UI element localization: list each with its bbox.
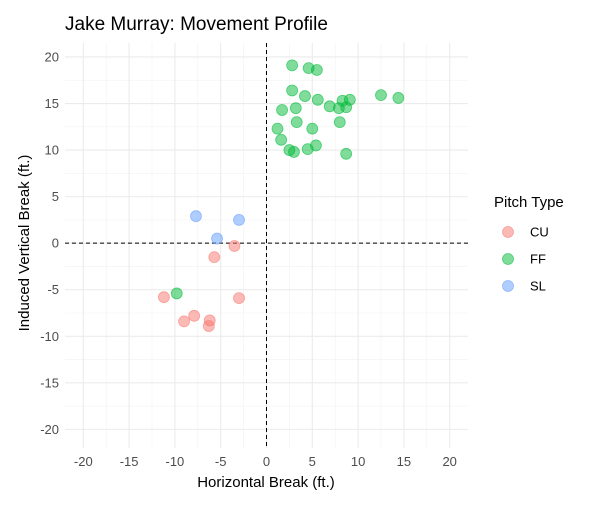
x-tick-label: -20 [74,454,93,469]
x-tick-labels: -20 -15 -10 -5 0 5 10 15 20 [74,454,457,469]
point-ff [290,116,303,129]
y-tick-label: 15 [45,96,59,111]
x-tick-label: 5 [309,454,316,469]
point-sl [233,213,245,226]
point-ff [286,59,299,72]
y-tick-label: 20 [45,49,59,64]
reference-lines [65,43,468,448]
legend-label-ff: FF [530,252,546,267]
x-tick-label: -5 [215,454,227,469]
point-ff [340,101,353,114]
point-ff [311,93,324,106]
legend: Pitch Type CU FF SL [494,194,564,294]
legend-swatch-cu [502,226,514,238]
y-axis-label: Induced Vertical Break (ft.) [16,155,33,332]
point-ff [310,64,323,76]
point-ff [275,133,288,146]
x-tick-label: 15 [397,454,411,469]
x-tick-label: 20 [442,454,456,469]
point-cu [202,320,215,332]
point-sl [211,232,223,245]
legend-items: CU FF SL [502,225,549,294]
point-cu [233,292,245,305]
point-ff [392,92,405,104]
point-ff [170,287,183,300]
point-cu [178,315,190,328]
data-points [158,59,405,332]
point-ff [299,90,311,102]
y-tick-label: 5 [52,189,59,204]
point-ff [340,147,353,160]
point-ff [333,116,346,129]
point-ff [271,122,284,135]
chart-title: Jake Murray: Movement Profile [65,14,328,35]
point-ff [288,146,300,158]
point-ff [276,104,288,116]
point-ff [286,84,299,97]
point-cu [158,291,170,304]
y-tick-label: 10 [45,143,59,158]
y-tick-label: -15 [40,375,59,390]
legend-label-sl: SL [530,279,546,294]
point-sl [190,210,202,223]
point-cu [208,251,221,264]
point-ff [289,102,302,115]
point-ff [306,122,319,135]
legend-swatch-ff [502,253,514,265]
point-ff [310,139,322,152]
point-ff [375,89,387,102]
y-tick-label: 0 [52,236,59,251]
x-tick-label: 0 [263,454,270,469]
point-cu [188,309,201,322]
legend-label-cu: CU [530,225,549,240]
x-axis-label: Horizontal Break (ft.) [197,474,335,491]
x-tick-label: -15 [120,454,139,469]
y-tick-label: -20 [40,422,59,437]
legend-swatch-sl [502,280,514,292]
x-tick-label: 10 [351,454,365,469]
point-cu [228,240,241,252]
y-tick-labels: -20 -15 -10 -5 0 5 10 15 20 [40,49,59,436]
x-tick-label: -10 [166,454,185,469]
y-tick-label: -10 [40,329,59,344]
legend-title: Pitch Type [494,194,564,211]
y-tick-label: -5 [47,282,59,297]
